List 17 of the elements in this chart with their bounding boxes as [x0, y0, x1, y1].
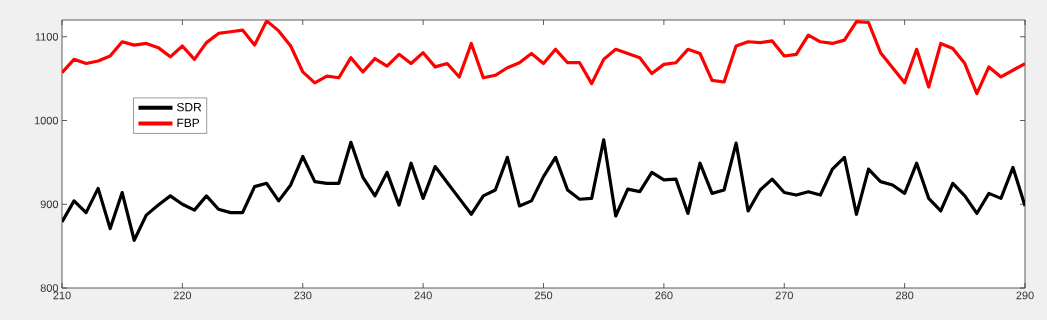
- line-series: [62, 20, 1025, 96]
- legend-label: FBP: [177, 118, 200, 127]
- x-tick-label: 260: [655, 291, 673, 300]
- x-tick-label: 290: [1016, 291, 1034, 300]
- x-tick-label: 270: [775, 291, 793, 300]
- x-tick-label: 250: [534, 291, 553, 300]
- line-series: [62, 138, 1025, 242]
- y-tick-label: 1100: [35, 32, 59, 41]
- x-tick-label: 280: [896, 291, 914, 300]
- y-tick-label: 800: [40, 284, 59, 292]
- legend-label: SDR: [177, 102, 202, 112]
- x-tick-label: 240: [414, 291, 432, 300]
- x-tick-label: 220: [173, 291, 192, 300]
- y-tick-label: 1000: [34, 116, 59, 125]
- y-tick-label: 900: [40, 200, 59, 209]
- x-tick-label: 230: [294, 291, 312, 300]
- x-tick-label: 210: [53, 291, 71, 300]
